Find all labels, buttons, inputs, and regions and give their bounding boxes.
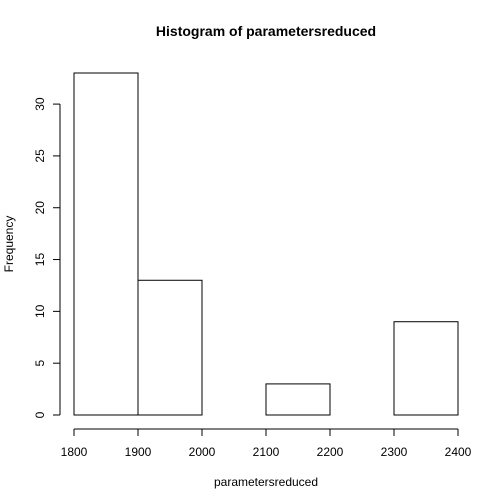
y-tick-label: 25 [33,149,47,163]
x-tick-label: 2100 [253,445,280,459]
y-tick-label: 30 [33,97,47,111]
x-tick-label: 2400 [445,445,472,459]
histogram-bars [73,72,459,416]
x-tick-label: 1900 [125,445,152,459]
y-tick-label: 10 [33,304,47,318]
y-axis-label: Frequency [2,216,16,273]
histogram-bar-1 [73,72,139,416]
histogram-bar-4 [265,383,331,416]
histogram-bar-2 [137,279,203,416]
histogram-bar-6 [393,321,459,416]
y-tick-label: 20 [33,201,47,215]
y-tick-label: 15 [33,253,47,267]
y-axis: 0 5 10 15 20 25 30 [33,97,61,418]
x-axis-label: parametersreduced [214,475,318,489]
x-axis: 1800 1900 2000 2100 2200 2300 2400 [61,428,472,459]
x-tick-label: 2000 [189,445,216,459]
x-tick-label: 1800 [61,445,88,459]
y-tick-label: 0 [33,411,47,418]
x-tick-label: 2200 [317,445,344,459]
y-tick-label: 5 [33,360,47,367]
x-tick-label: 2300 [381,445,408,459]
chart-title: Histogram of parametersreduced [156,23,376,39]
